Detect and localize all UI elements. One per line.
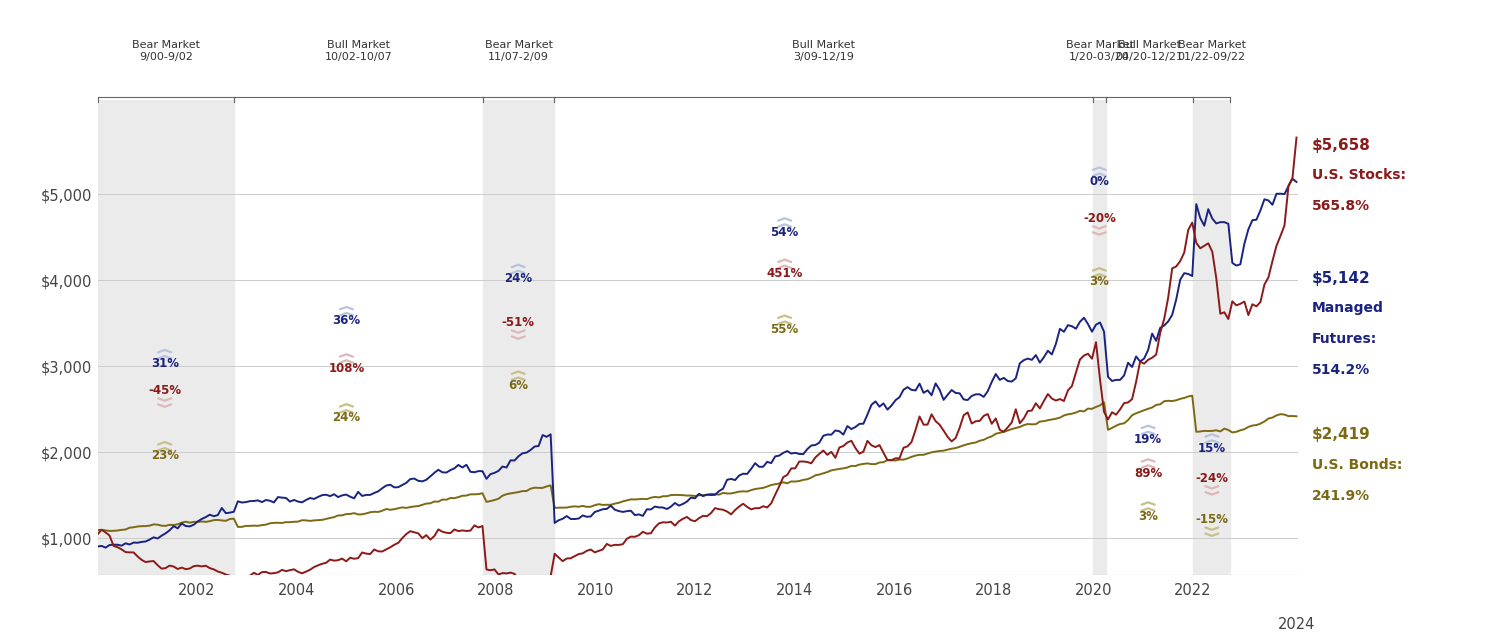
Text: 0%: 0%	[1089, 175, 1110, 187]
Text: 514.2%: 514.2%	[1312, 363, 1370, 377]
Text: -24%: -24%	[1196, 472, 1228, 485]
Bar	[98, 100, 234, 575]
Text: -15%: -15%	[1196, 513, 1228, 526]
Text: U.S. Bonds:: U.S. Bonds:	[1312, 458, 1402, 473]
Text: 565.8%: 565.8%	[1312, 199, 1370, 213]
Text: Futures:: Futures:	[1312, 333, 1377, 346]
Text: Bull Market
3/09-12/19: Bull Market 3/09-12/19	[792, 40, 855, 62]
Text: 15%: 15%	[1198, 442, 1225, 455]
Text: -51%: -51%	[501, 316, 534, 329]
Text: Managed: Managed	[1312, 302, 1384, 315]
Text: 451%: 451%	[766, 267, 802, 280]
Text: 3%: 3%	[1138, 510, 1158, 523]
Bar	[1192, 100, 1230, 575]
Text: Bull Market
10/02-10/07: Bull Market 10/02-10/07	[326, 40, 393, 62]
Text: 55%: 55%	[771, 323, 800, 336]
Text: 89%: 89%	[1134, 467, 1162, 480]
Text: Bull Market
04/20-12/21: Bull Market 04/20-12/21	[1116, 40, 1184, 62]
Text: 108%: 108%	[328, 361, 364, 374]
Text: U.S. Stocks:: U.S. Stocks:	[1312, 168, 1406, 182]
Text: 19%: 19%	[1134, 433, 1162, 446]
Bar	[1094, 100, 1106, 575]
Text: 6%: 6%	[509, 379, 528, 392]
Text: -20%: -20%	[1083, 212, 1116, 225]
Text: Bear Market
1/20-03/20: Bear Market 1/20-03/20	[1065, 40, 1134, 62]
Text: $5,142: $5,142	[1312, 270, 1371, 286]
Text: 24%: 24%	[333, 412, 360, 424]
Text: Bear Market
01/22-09/22: Bear Market 01/22-09/22	[1178, 40, 1245, 62]
Text: 36%: 36%	[333, 314, 360, 327]
Text: 31%: 31%	[150, 357, 178, 370]
Text: 23%: 23%	[150, 449, 178, 462]
Bar	[483, 100, 554, 575]
Text: Bear Market
9/00-9/02: Bear Market 9/00-9/02	[132, 40, 200, 62]
Text: 241.9%: 241.9%	[1312, 489, 1370, 503]
Text: $5,658: $5,658	[1312, 137, 1371, 153]
Text: $2,419: $2,419	[1312, 428, 1371, 442]
Text: 24%: 24%	[504, 272, 532, 285]
Text: 2024: 2024	[1278, 618, 1316, 632]
Text: 3%: 3%	[1089, 275, 1110, 288]
Text: Bear Market
11/07-2/09: Bear Market 11/07-2/09	[484, 40, 552, 62]
Text: 54%: 54%	[771, 225, 800, 239]
Text: -45%: -45%	[148, 384, 182, 397]
